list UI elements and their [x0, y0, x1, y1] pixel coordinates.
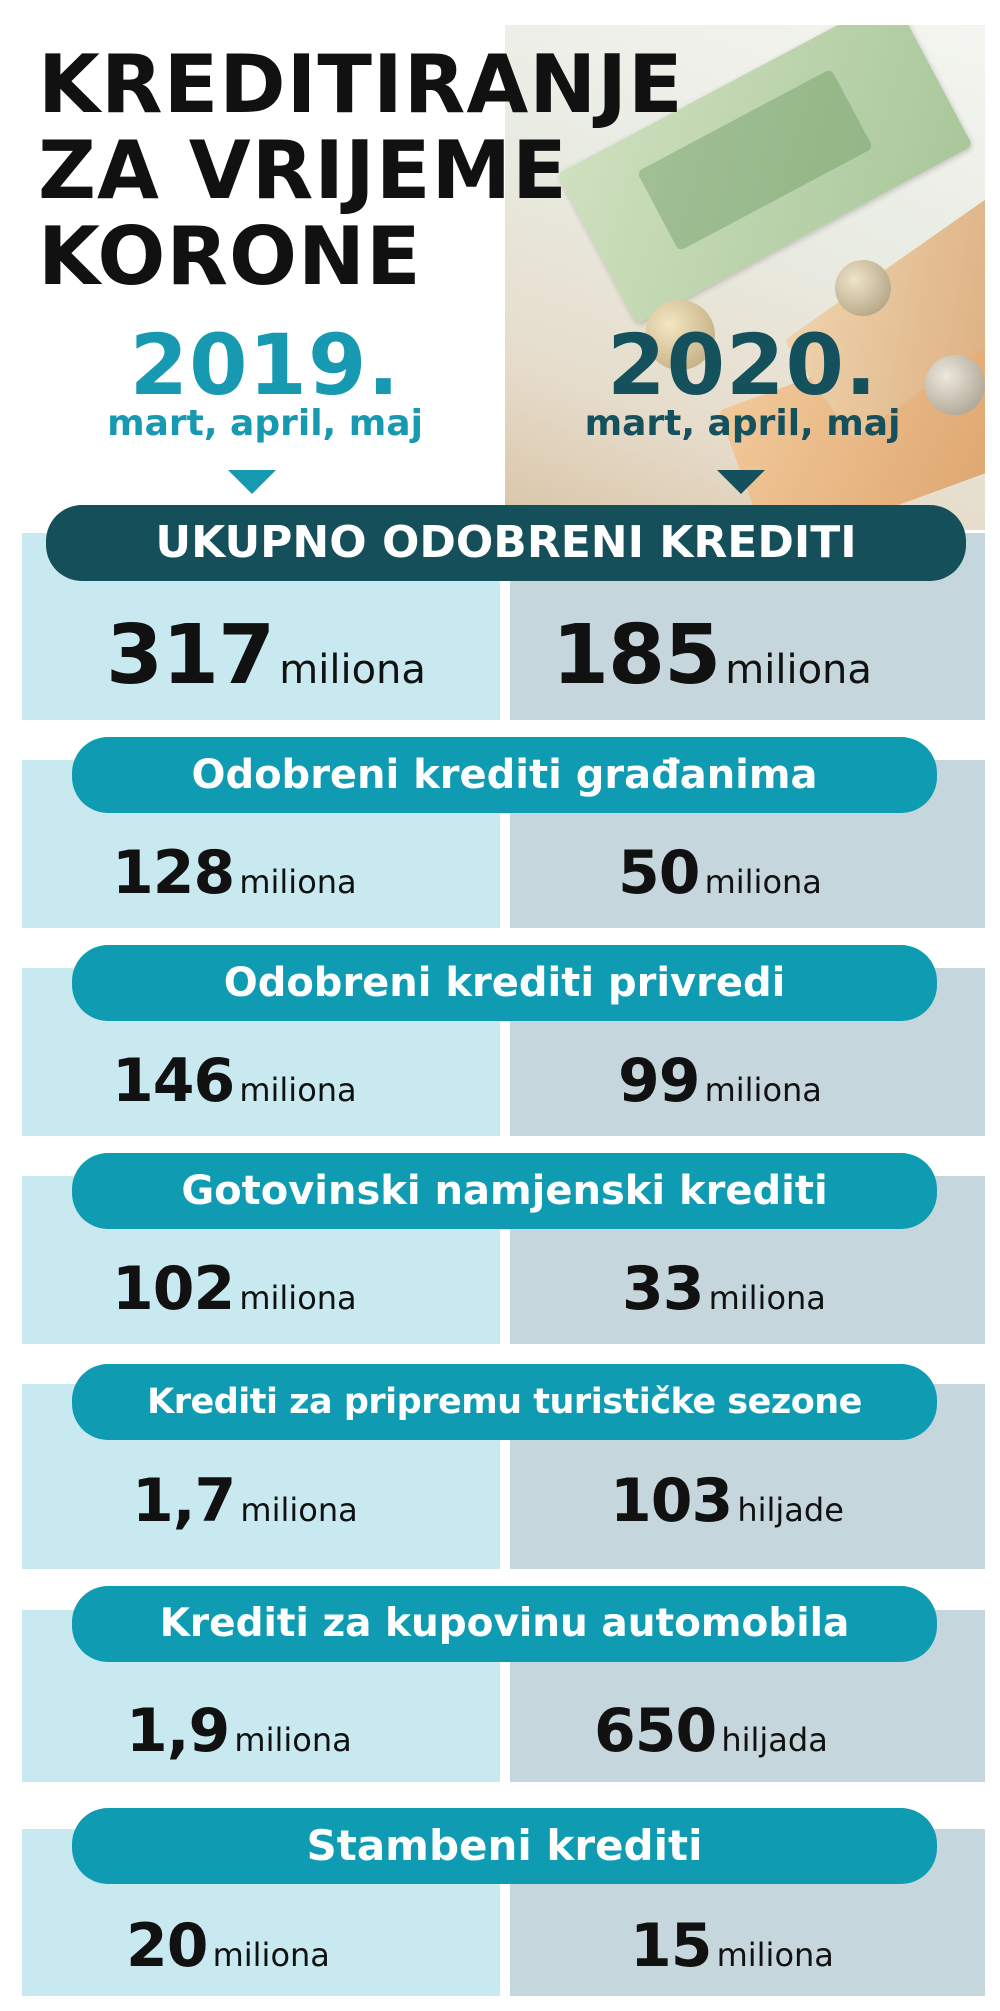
category-bar: Stambeni krediti: [72, 1808, 937, 1884]
category-bar: Krediti za pripremu turističke sezone: [72, 1364, 937, 1440]
coin-shape: [925, 355, 985, 415]
value-number: 102: [112, 1254, 235, 1324]
title-line: KREDITIRANJE: [38, 38, 684, 131]
value-2019: 1,9 miliona: [126, 1696, 352, 1766]
value-2019: 146 miliona: [112, 1046, 357, 1116]
value-unit: miliona: [239, 1279, 357, 1317]
value-unit: miliona: [279, 647, 426, 693]
value-unit: miliona: [240, 1491, 358, 1529]
value-number: 1,9: [126, 1696, 230, 1766]
value-number: 33: [622, 1254, 704, 1324]
value-unit: miliona: [716, 1936, 834, 1974]
year-label: 2020.: [607, 316, 878, 414]
value-number: 128: [112, 838, 235, 908]
value-unit: miliona: [234, 1721, 352, 1759]
total-credits-bar: UKUPNO ODOBRENI KREDITI: [46, 505, 966, 581]
value-unit: hiljade: [737, 1491, 844, 1529]
value-number: 99: [618, 1046, 700, 1116]
value-unit: miliona: [704, 863, 822, 901]
coin-shape: [835, 260, 891, 316]
value-unit: hiljada: [721, 1721, 828, 1759]
value-number: 20: [126, 1911, 208, 1981]
value-number: 1,7: [132, 1466, 236, 1536]
value-number: 146: [112, 1046, 235, 1116]
value-2019: 102 miliona: [112, 1254, 357, 1324]
infographic-title: KREDITIRANJE ZA VRIJEME KORONE: [38, 42, 684, 300]
value-unit: miliona: [725, 647, 872, 693]
category-bar: Gotovinski namjenski krediti: [72, 1153, 937, 1229]
value-unit: miliona: [239, 1071, 357, 1109]
category-bar: Odobreni krediti privredi: [72, 945, 937, 1021]
period-label: mart, april, maj: [584, 403, 901, 444]
value-2020: 103 hiljade: [610, 1466, 844, 1536]
value-number: 50: [618, 838, 700, 908]
coin-shape: [645, 300, 715, 370]
value-2019: 1,7 miliona: [132, 1466, 358, 1536]
pointer-arrow-icon: [228, 470, 276, 494]
value-number: 317: [106, 608, 275, 703]
value-2020: 50 miliona: [618, 838, 822, 908]
value-number: 185: [552, 608, 721, 703]
period-label: mart, april, maj: [107, 403, 423, 444]
category-bar: Odobreni krediti građanima: [72, 737, 937, 813]
value-unit: miliona: [708, 1279, 826, 1317]
value-number: 103: [610, 1466, 733, 1536]
year-label: 2019.: [129, 316, 401, 414]
value-unit: miliona: [239, 863, 357, 901]
value-2020: 185 miliona: [552, 608, 872, 703]
banknotes-photo: [505, 25, 985, 530]
value-unit: miliona: [704, 1071, 822, 1109]
column-heading-2020: 2020. mart, april, maj: [565, 320, 920, 444]
value-unit: miliona: [212, 1936, 330, 1974]
title-line: ZA VRIJEME: [38, 124, 568, 217]
value-number: 15: [630, 1911, 712, 1981]
value-2020: 33 miliona: [622, 1254, 826, 1324]
pointer-arrow-icon: [717, 470, 765, 494]
value-2019: 20 miliona: [126, 1911, 330, 1981]
value-number: 650: [594, 1696, 717, 1766]
title-line: KORONE: [38, 210, 422, 303]
column-heading-2019: 2019. mart, april, maj: [80, 320, 450, 444]
value-2020: 99 miliona: [618, 1046, 822, 1116]
value-2019: 128 miliona: [112, 838, 357, 908]
value-2019: 317 miliona: [106, 608, 426, 703]
category-bar: Krediti za kupovinu automobila: [72, 1586, 937, 1662]
value-2020: 15 miliona: [630, 1911, 834, 1981]
value-2020: 650 hiljada: [594, 1696, 828, 1766]
